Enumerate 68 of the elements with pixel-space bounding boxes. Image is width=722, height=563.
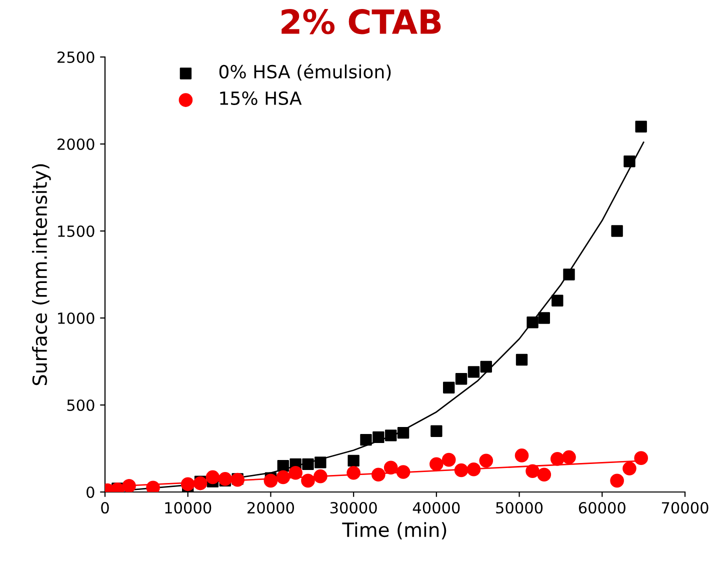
point	[537, 468, 552, 482]
point	[635, 120, 647, 132]
point	[624, 156, 636, 168]
point	[455, 373, 468, 385]
x-tick-label: 10000	[165, 502, 212, 514]
y-axis-title: Surface (mm.intensity)	[32, 164, 51, 386]
chart-title: 2% CTAB	[282, 9, 441, 34]
point	[466, 462, 481, 476]
point	[516, 354, 528, 366]
point	[526, 464, 540, 478]
point	[180, 477, 195, 492]
point	[277, 460, 289, 472]
point	[611, 225, 623, 237]
legend-label: 0% HSA (émulsion)	[219, 64, 391, 81]
point	[443, 382, 455, 394]
point	[610, 474, 624, 488]
point	[264, 474, 278, 488]
point	[146, 480, 160, 492]
legend-label: 15% HSA	[220, 91, 302, 106]
x-tick-label: 50000	[496, 502, 543, 514]
y-tick-label: 1000	[58, 312, 94, 324]
y-tick-label: 2000	[58, 138, 94, 150]
point	[622, 462, 636, 476]
point	[218, 472, 232, 486]
point	[430, 457, 444, 472]
y-tick-label: 2500	[58, 51, 94, 64]
point	[430, 425, 442, 437]
point	[206, 470, 220, 484]
point	[562, 450, 576, 464]
point	[479, 454, 494, 468]
x-tick-label: 60000	[578, 502, 626, 514]
point	[302, 458, 314, 470]
point	[288, 466, 302, 480]
point	[348, 454, 360, 467]
x-tick-label: 70000	[662, 502, 708, 514]
point	[538, 312, 550, 324]
point	[384, 460, 398, 475]
point	[442, 452, 456, 467]
point	[634, 451, 648, 465]
point	[480, 360, 492, 373]
y-tick-label: 500	[67, 399, 94, 412]
point	[514, 448, 529, 462]
point	[301, 474, 315, 488]
x-tick-label: 30000	[330, 502, 377, 514]
point	[385, 430, 397, 442]
y-tick-label: 0	[86, 486, 94, 498]
y-tick-label: 1500	[58, 225, 94, 238]
point	[397, 426, 410, 439]
point	[276, 470, 290, 484]
x-tick-label: 40000	[412, 502, 460, 514]
point	[550, 452, 564, 466]
point	[346, 466, 360, 480]
point	[468, 366, 480, 378]
x-tick-label: 20000	[248, 502, 294, 514]
point	[314, 456, 326, 468]
point	[454, 463, 468, 478]
point	[360, 434, 372, 446]
point	[396, 465, 410, 479]
point	[563, 268, 575, 280]
point	[193, 476, 208, 490]
x-tick-label: 0	[101, 502, 109, 514]
x-axis-title: Time (min)	[342, 522, 446, 540]
point	[526, 316, 538, 328]
point	[314, 469, 328, 484]
point	[372, 431, 384, 444]
point	[122, 479, 136, 492]
point	[372, 468, 386, 482]
point	[552, 294, 564, 306]
